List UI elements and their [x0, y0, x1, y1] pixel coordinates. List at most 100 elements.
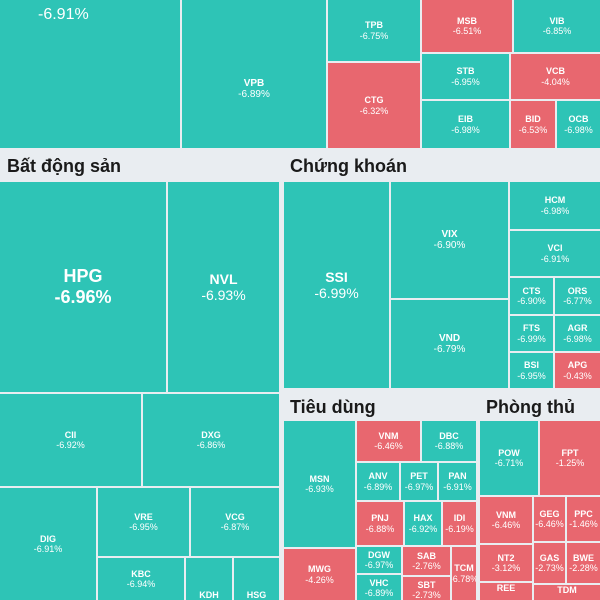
tile-nt2[interactable]: NT2 -3.12%: [480, 545, 532, 581]
sector-title-consumer: Tiêu dùng: [290, 397, 376, 417]
tile-ticker: NVL: [209, 270, 238, 287]
tile-cts[interactable]: CTS -6.90%: [510, 278, 553, 314]
tile-ree[interactable]: REE: [480, 583, 532, 600]
tile-change: -6.71%: [494, 458, 524, 468]
tile-ticker: VIB: [549, 15, 565, 26]
tile-pet[interactable]: PET -6.97%: [401, 463, 437, 500]
tile-ticker: BSI: [523, 360, 539, 371]
tile-vci[interactable]: VCI -6.91%: [510, 231, 600, 276]
tile-ssi[interactable]: SSI -6.99%: [284, 182, 389, 388]
tile-vib[interactable]: VIB -6.85%: [514, 0, 600, 52]
tile-ticker: CTS: [522, 285, 541, 296]
tile-ticker: PET: [410, 471, 428, 482]
tile-sab[interactable]: SAB -2.76%: [403, 547, 450, 575]
tile-kbc[interactable]: KBC -6.94%: [98, 558, 184, 600]
tile-msb[interactable]: MSB -6.51%: [422, 0, 512, 52]
tile-change: -6.85%: [542, 26, 572, 36]
tile-tdm[interactable]: TDM: [534, 585, 600, 600]
tile-gas[interactable]: GAS -2.73%: [534, 543, 565, 583]
tile-change: -6.90%: [517, 296, 546, 306]
tile-change: -6.94%: [126, 579, 156, 589]
tile-change: -3.12%: [491, 563, 521, 573]
tile-change: -6.89%: [238, 89, 270, 100]
tile-pan[interactable]: PAN -6.91%: [439, 463, 476, 500]
tile-change: -6.46%: [374, 441, 403, 451]
tile-ticker: DBC: [439, 430, 459, 441]
tile-ticker: VRE: [134, 511, 153, 522]
tile-change: -2.73%: [412, 590, 441, 600]
tile-cii[interactable]: CII -6.92%: [0, 394, 141, 486]
tile-sbt[interactable]: SBT -2.73%: [403, 577, 450, 600]
tile-change: -6.92%: [408, 523, 438, 534]
tile-bsi[interactable]: BSI -6.95%: [510, 353, 553, 388]
tile-geg[interactable]: GEG -6.46%: [534, 497, 565, 541]
tile-tcm[interactable]: TCM -6.78%: [452, 547, 476, 600]
tile-bid[interactable]: BID -6.53%: [511, 101, 555, 148]
tile-change: -2.76%: [412, 561, 441, 571]
tile-vre[interactable]: VRE -6.95%: [98, 488, 189, 556]
tile-change: -6.91%: [443, 481, 472, 492]
tile-ticker: IDI: [453, 513, 466, 524]
tile-dig[interactable]: DIG -6.91%: [0, 488, 96, 600]
tile-ppc[interactable]: PPC -1.46%: [567, 497, 600, 541]
tile-ticker: ANV: [368, 471, 388, 482]
tile-fpt[interactable]: FPT -1.25%: [540, 421, 600, 495]
tile-vpb[interactable]: VPB -6.89%: [182, 0, 326, 148]
tile-change: -6.91%: [33, 544, 63, 554]
tile-vnm-defensive[interactable]: VNM -6.46%: [480, 497, 532, 543]
tile-kdh[interactable]: KDH: [186, 558, 232, 600]
tile-vix[interactable]: VIX -6.90%: [391, 182, 508, 298]
tile-nvl[interactable]: NVL -6.93%: [168, 182, 279, 392]
tile-apg[interactable]: APG -0.43%: [555, 353, 600, 388]
tile-vcg[interactable]: VCG -6.87%: [191, 488, 279, 556]
tile-anv[interactable]: ANV -6.89%: [357, 463, 399, 500]
tile-mwg[interactable]: MWG -4.26%: [284, 549, 355, 600]
tile-dbc[interactable]: DBC -6.88%: [422, 421, 476, 461]
tile-ctg[interactable]: CTG -6.32%: [328, 63, 420, 148]
tile-change: -6.88%: [434, 441, 464, 451]
tile-vcb[interactable]: VCB -4.04%: [511, 54, 600, 99]
tile-change: -6.95%: [517, 370, 546, 381]
tile-bwe[interactable]: BWE -2.28%: [567, 543, 600, 583]
tile-ticker: VNM: [378, 430, 399, 441]
tile-ticker: EIB: [457, 114, 473, 125]
tile-change: -6.53%: [518, 124, 548, 135]
tile-stb[interactable]: STB -6.95%: [422, 54, 509, 99]
tile-ticker: ORS: [567, 285, 588, 296]
tile-change: -6.75%: [359, 30, 389, 41]
tile-vnd[interactable]: VND -6.79%: [391, 300, 508, 388]
tile-ticker: PPC: [574, 508, 593, 519]
tile-top-big[interactable]: -6.91%: [0, 0, 180, 148]
tile-vhc[interactable]: VHC -6.89%: [357, 575, 401, 600]
tile-hcm[interactable]: HCM -6.98%: [510, 182, 600, 229]
tile-ocb[interactable]: OCB -6.98%: [557, 101, 600, 148]
sector-title-real-estate: Bất động sản: [7, 156, 122, 176]
tile-msn[interactable]: MSN -6.93%: [284, 421, 355, 547]
tile-hpg[interactable]: HPG -6.96%: [0, 182, 166, 392]
tile-ticker: MSB: [457, 15, 477, 26]
tile-vnm-consumer[interactable]: VNM -6.46%: [357, 421, 420, 461]
tile-change: -6.98%: [540, 205, 570, 216]
tile-eib[interactable]: EIB -6.98%: [422, 101, 509, 148]
tile-dgw[interactable]: DGW -6.97%: [357, 547, 401, 573]
tile-ticker: DIG: [39, 533, 56, 544]
tile-ticker: MSN: [309, 473, 330, 484]
tile-pow[interactable]: POW -6.71%: [480, 421, 538, 495]
tile-change: -6.95%: [451, 76, 480, 87]
tile-change: -6.95%: [129, 522, 158, 532]
tile-change: -6.89%: [363, 481, 393, 492]
tile-ors[interactable]: ORS -6.77%: [555, 278, 600, 314]
tile-ticker: SAB: [416, 550, 436, 561]
tile-idi[interactable]: IDI -6.19%: [443, 502, 476, 545]
tile-agr[interactable]: AGR -6.98%: [555, 316, 600, 351]
tile-hsg[interactable]: HSG: [234, 558, 279, 600]
tile-tpb[interactable]: TPB -6.75%: [328, 0, 420, 61]
tile-ticker: STB: [456, 66, 475, 77]
tile-ticker: MWG: [308, 564, 331, 575]
sector-title-defensive: Phòng thủ: [486, 397, 575, 417]
tile-pnj[interactable]: PNJ -6.88%: [357, 502, 403, 545]
tile-dxg[interactable]: DXG -6.86%: [143, 394, 279, 486]
tile-fts[interactable]: FTS -6.99%: [510, 316, 553, 351]
tile-ticker: DXG: [201, 429, 221, 440]
tile-hax[interactable]: HAX -6.92%: [405, 502, 441, 545]
